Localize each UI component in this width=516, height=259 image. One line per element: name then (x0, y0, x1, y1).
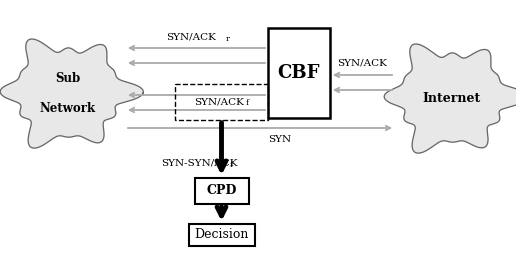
Text: r: r (225, 35, 230, 43)
Text: f: f (230, 161, 233, 169)
Text: Decision: Decision (195, 228, 249, 241)
FancyBboxPatch shape (195, 178, 249, 204)
Polygon shape (384, 44, 516, 153)
FancyBboxPatch shape (268, 28, 330, 118)
Text: SYN: SYN (268, 135, 292, 144)
Text: SYN/ACK: SYN/ACK (337, 59, 388, 68)
Text: CBF: CBF (278, 64, 320, 82)
FancyBboxPatch shape (188, 224, 254, 246)
Text: Internet: Internet (423, 91, 481, 104)
Text: SYN/ACK: SYN/ACK (195, 97, 245, 106)
Text: f: f (246, 99, 249, 107)
Text: Sub

Network: Sub Network (40, 71, 96, 114)
Text: SYN-SYN/ACK: SYN-SYN/ACK (162, 159, 238, 168)
Text: CPD: CPD (206, 184, 237, 198)
Text: SYN/ACK: SYN/ACK (167, 33, 216, 42)
Polygon shape (0, 39, 143, 148)
